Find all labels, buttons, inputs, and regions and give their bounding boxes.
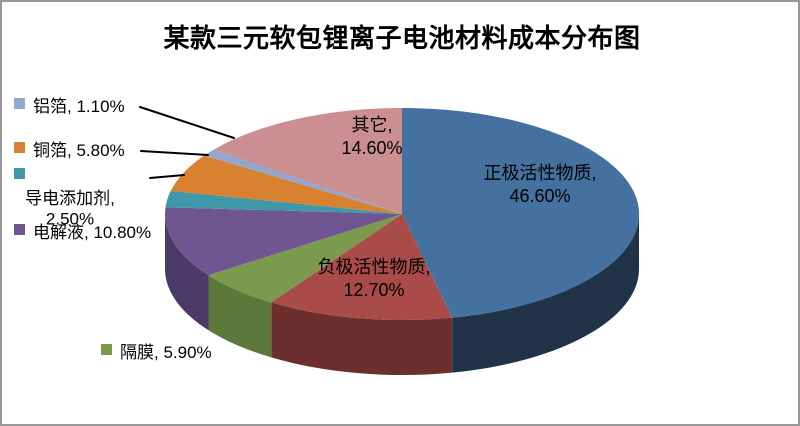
conductive-additive-swatch-icon [14, 168, 25, 180]
pie-label-cathode-active-material: 正极活性物质, 46.60% [452, 162, 628, 208]
pie-slice-others [213, 108, 402, 214]
pie-label-line2: 46.60% [509, 186, 571, 207]
pie-label-line1: 正极活性物质, [483, 163, 597, 183]
chart-title: 某款三元软包锂离子电池材料成本分布图 [163, 24, 641, 53]
pie-slice-cathode-active-material [402, 107, 640, 318]
pie-side-electrolyte [165, 214, 209, 331]
aluminum-foil-swatch-icon [14, 98, 25, 109]
pie-label-line2: 12.70% [343, 280, 405, 301]
pie-label-line2: 14.60% [341, 138, 403, 159]
pie-label-anode-active-material: 负极活性物质, 12.70% [286, 256, 462, 302]
callout-separator: 隔膜, 5.90% [101, 338, 212, 363]
callout-label: 电解液, 10.80% [33, 223, 152, 242]
leader-line-aluminum-foil [139, 106, 235, 139]
callout-label: 隔膜, 5.90% [120, 343, 212, 362]
callout-label: 铝箔, 1.10% [33, 97, 125, 116]
callout-label: 导电添加剂, 2.50% [25, 189, 115, 229]
pie-label-others: 其它, 14.60% [308, 114, 436, 160]
pie-slice-separator [208, 214, 402, 303]
callout-label: 铜箔, 5.80% [33, 141, 125, 160]
pie-label-line1: 其它, [351, 115, 393, 135]
callout-electrolyte: 电解液, 10.80% [14, 218, 151, 243]
pie-slice-aluminum-foil [204, 149, 402, 214]
pie-slice-conductive-additive [165, 190, 402, 214]
pie-side-separator [208, 275, 272, 358]
pie-side-cathode-active-material [452, 214, 639, 373]
copper-foil-swatch-icon [14, 142, 25, 153]
pie-side-anode-active-material [271, 302, 453, 375]
callout-conductive-additive: 导电添加剂, 2.50% [14, 164, 144, 230]
leader-line-conductive-additive [149, 174, 185, 179]
pie-slice-electrolyte [165, 207, 402, 276]
callout-copper-foil: 铜箔, 5.80% [14, 136, 125, 161]
pie-slice-anode-active-material [271, 214, 453, 320]
callout-aluminum-foil: 铝箔, 1.10% [14, 92, 125, 117]
leader-line-copper-foil [140, 150, 209, 156]
pie-slice-copper-foil [170, 155, 402, 214]
electrolyte-swatch-icon [14, 224, 25, 235]
separator-swatch-icon [101, 344, 112, 355]
pie-label-line1: 负极活性物质, [317, 257, 431, 277]
